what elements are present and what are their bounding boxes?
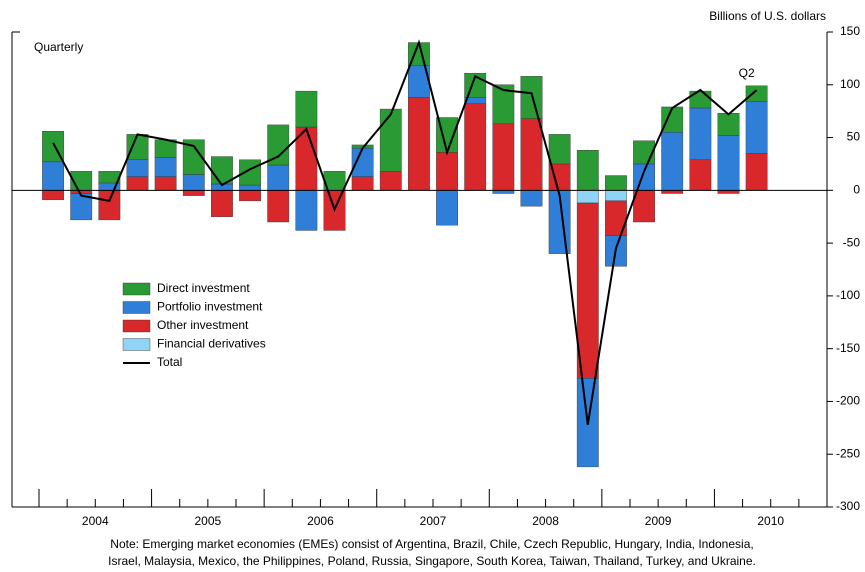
y-tick-label: 50	[847, 130, 861, 144]
bar-segment	[436, 190, 458, 226]
bar-segment	[576, 150, 599, 191]
bar-segment	[745, 153, 768, 191]
bar-segment	[717, 135, 740, 191]
bar-segment	[42, 190, 64, 201]
bar-segment	[295, 190, 318, 231]
legend-label: Total	[157, 355, 182, 369]
bar-segment	[605, 175, 627, 191]
bar-segment	[464, 103, 487, 191]
legend-swatch	[122, 338, 151, 351]
bar-segment	[126, 159, 149, 177]
y-tick-label: 100	[840, 77, 860, 91]
note: Israel, Malaysia, Mexico, the Philippine…	[108, 554, 756, 568]
legend-label: Direct investment	[157, 281, 250, 295]
bar-segment	[42, 161, 64, 191]
bar-segment	[267, 164, 290, 191]
bar-segment	[689, 107, 712, 160]
y-tick-label: -100	[836, 288, 860, 302]
bar-segment	[182, 139, 205, 175]
bar-segment	[661, 106, 684, 133]
total-line	[52, 39, 758, 425]
legend-label: Portfolio investment	[157, 300, 263, 314]
bar-segment	[689, 159, 712, 191]
legend-label: Other investment	[157, 318, 249, 332]
bar-segment	[492, 123, 515, 191]
y-tick-label: -300	[836, 499, 860, 513]
bar-segment	[351, 176, 374, 191]
bar-segment	[154, 176, 177, 191]
bar-segment	[239, 184, 261, 191]
x-year-label: 2007	[420, 514, 447, 528]
bar-segment	[520, 76, 543, 119]
bar-segment	[154, 157, 177, 177]
bar-segment	[520, 190, 543, 207]
legend-swatch	[122, 319, 151, 333]
bar-segment	[182, 174, 205, 191]
bar-segment	[211, 190, 233, 217]
y-tick-label: -50	[843, 235, 861, 249]
y-tick-label: -200	[836, 394, 860, 408]
legend-swatch	[122, 301, 151, 314]
y-tick-label: -250	[836, 446, 860, 460]
y-tick-label: -150	[836, 341, 860, 355]
x-year-label: 2010	[757, 514, 784, 528]
bar-segment	[436, 152, 458, 191]
bar-segment	[126, 176, 149, 191]
x-year-label: 2006	[307, 514, 334, 528]
subtitle: Quarterly	[34, 40, 83, 54]
bar-segment	[267, 190, 290, 223]
bar-segment	[520, 118, 543, 191]
bar-segment	[408, 97, 430, 191]
bar-segment	[605, 190, 627, 202]
bar-segment	[745, 101, 768, 154]
bar-segment	[239, 190, 261, 202]
legend-label: Financial derivatives	[157, 337, 266, 351]
bar-segment	[633, 163, 655, 191]
y-tick-label: 150	[840, 24, 860, 38]
legend-swatch	[122, 282, 151, 296]
bar-segment	[633, 190, 655, 223]
bar-segment	[98, 190, 121, 221]
bar-segment	[661, 132, 684, 191]
bar-segment	[379, 108, 402, 172]
bar-segment	[126, 134, 149, 160]
bar-segment	[717, 113, 740, 136]
bar-segment	[379, 171, 402, 191]
y-axis-label: Billions of U.S. dollars	[709, 9, 826, 23]
bar-segment	[548, 134, 571, 165]
bar-segment	[745, 85, 768, 102]
y-tick-label: 0	[853, 183, 860, 197]
x-year-label: 2009	[645, 514, 672, 528]
annotation: Q2	[739, 66, 755, 80]
x-year-label: 2004	[82, 514, 109, 528]
x-year-label: 2008	[532, 514, 559, 528]
x-year-label: 2005	[195, 514, 222, 528]
bar-segment	[576, 190, 599, 204]
note: Note: Emerging market economies (EMEs) c…	[110, 537, 753, 551]
bar-segment	[576, 202, 599, 379]
bar-segment	[295, 90, 318, 128]
bar-segment	[182, 190, 205, 196]
bar-segment	[492, 84, 515, 125]
